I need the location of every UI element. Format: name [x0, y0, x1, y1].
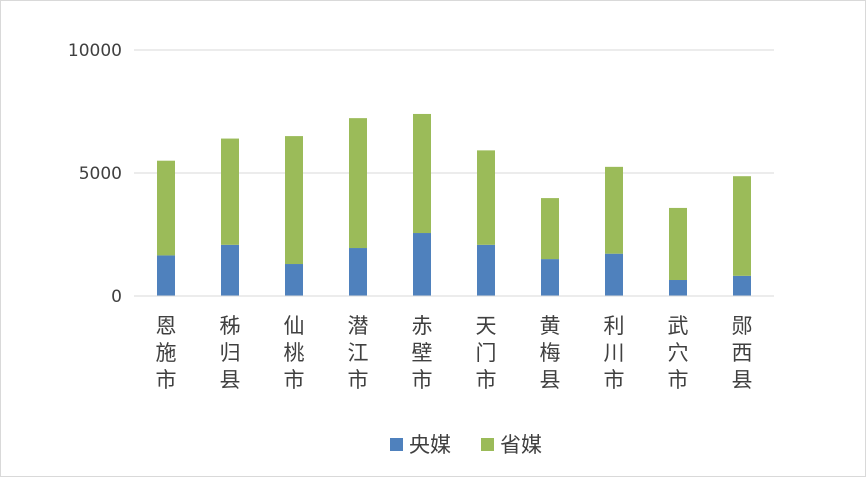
- legend-swatch: [481, 438, 494, 451]
- y-tick-label: 5000: [79, 164, 122, 184]
- x-tick-label: 赤壁市: [412, 314, 433, 392]
- bar-yangmei: [285, 264, 303, 296]
- x-tick-label: 利川市: [604, 314, 625, 392]
- legend-label: 省媒: [500, 433, 542, 457]
- legend: 央媒 省媒: [390, 433, 542, 457]
- bar-shengmei: [605, 166, 623, 254]
- x-axis-category-labels: 恩施市 秭归县 仙桃市 潜江市 赤壁市 天门市 黄梅县 利川市 武穴市 郧西县: [156, 314, 753, 392]
- x-tick-label: 天门市: [476, 314, 497, 392]
- x-tick-label: 武穴市: [668, 314, 689, 392]
- bar-yangmei: [221, 244, 239, 296]
- bar-shengmei: [669, 207, 687, 281]
- x-tick-label: 郧西县: [732, 314, 753, 392]
- bar-yangmei: [477, 244, 495, 296]
- bar-shengmei: [541, 198, 559, 260]
- bar-shengmei: [285, 136, 303, 265]
- legend-swatch: [390, 438, 403, 451]
- y-tick-label: 10000: [68, 41, 122, 61]
- x-tick-label: 秭归县: [220, 314, 241, 392]
- bar-yangmei: [157, 255, 175, 296]
- bar-shengmei: [477, 150, 495, 245]
- x-tick-label: 恩施市: [156, 314, 177, 392]
- x-tick-label: 黄梅县: [540, 314, 561, 392]
- bars: [157, 113, 751, 296]
- bar-yangmei: [733, 275, 751, 296]
- gridlines: [134, 49, 774, 174]
- y-axis-tick-labels: 0 5000 10000: [68, 41, 122, 307]
- bar-yangmei: [605, 253, 623, 296]
- bar-shengmei: [157, 160, 175, 256]
- bar-shengmei: [349, 118, 367, 249]
- legend-label: 央媒: [409, 433, 451, 457]
- x-tick-label: 潜江市: [348, 314, 369, 392]
- y-tick-label: 0: [111, 287, 122, 307]
- bar-shengmei: [221, 138, 239, 245]
- bar-shengmei: [733, 176, 751, 276]
- bar-yangmei: [413, 233, 431, 296]
- bar-yangmei: [349, 248, 367, 296]
- bar-yangmei: [541, 259, 559, 296]
- x-tick-label: 仙桃市: [284, 314, 305, 392]
- bar-shengmei: [413, 113, 431, 234]
- bar-yangmei: [669, 280, 687, 296]
